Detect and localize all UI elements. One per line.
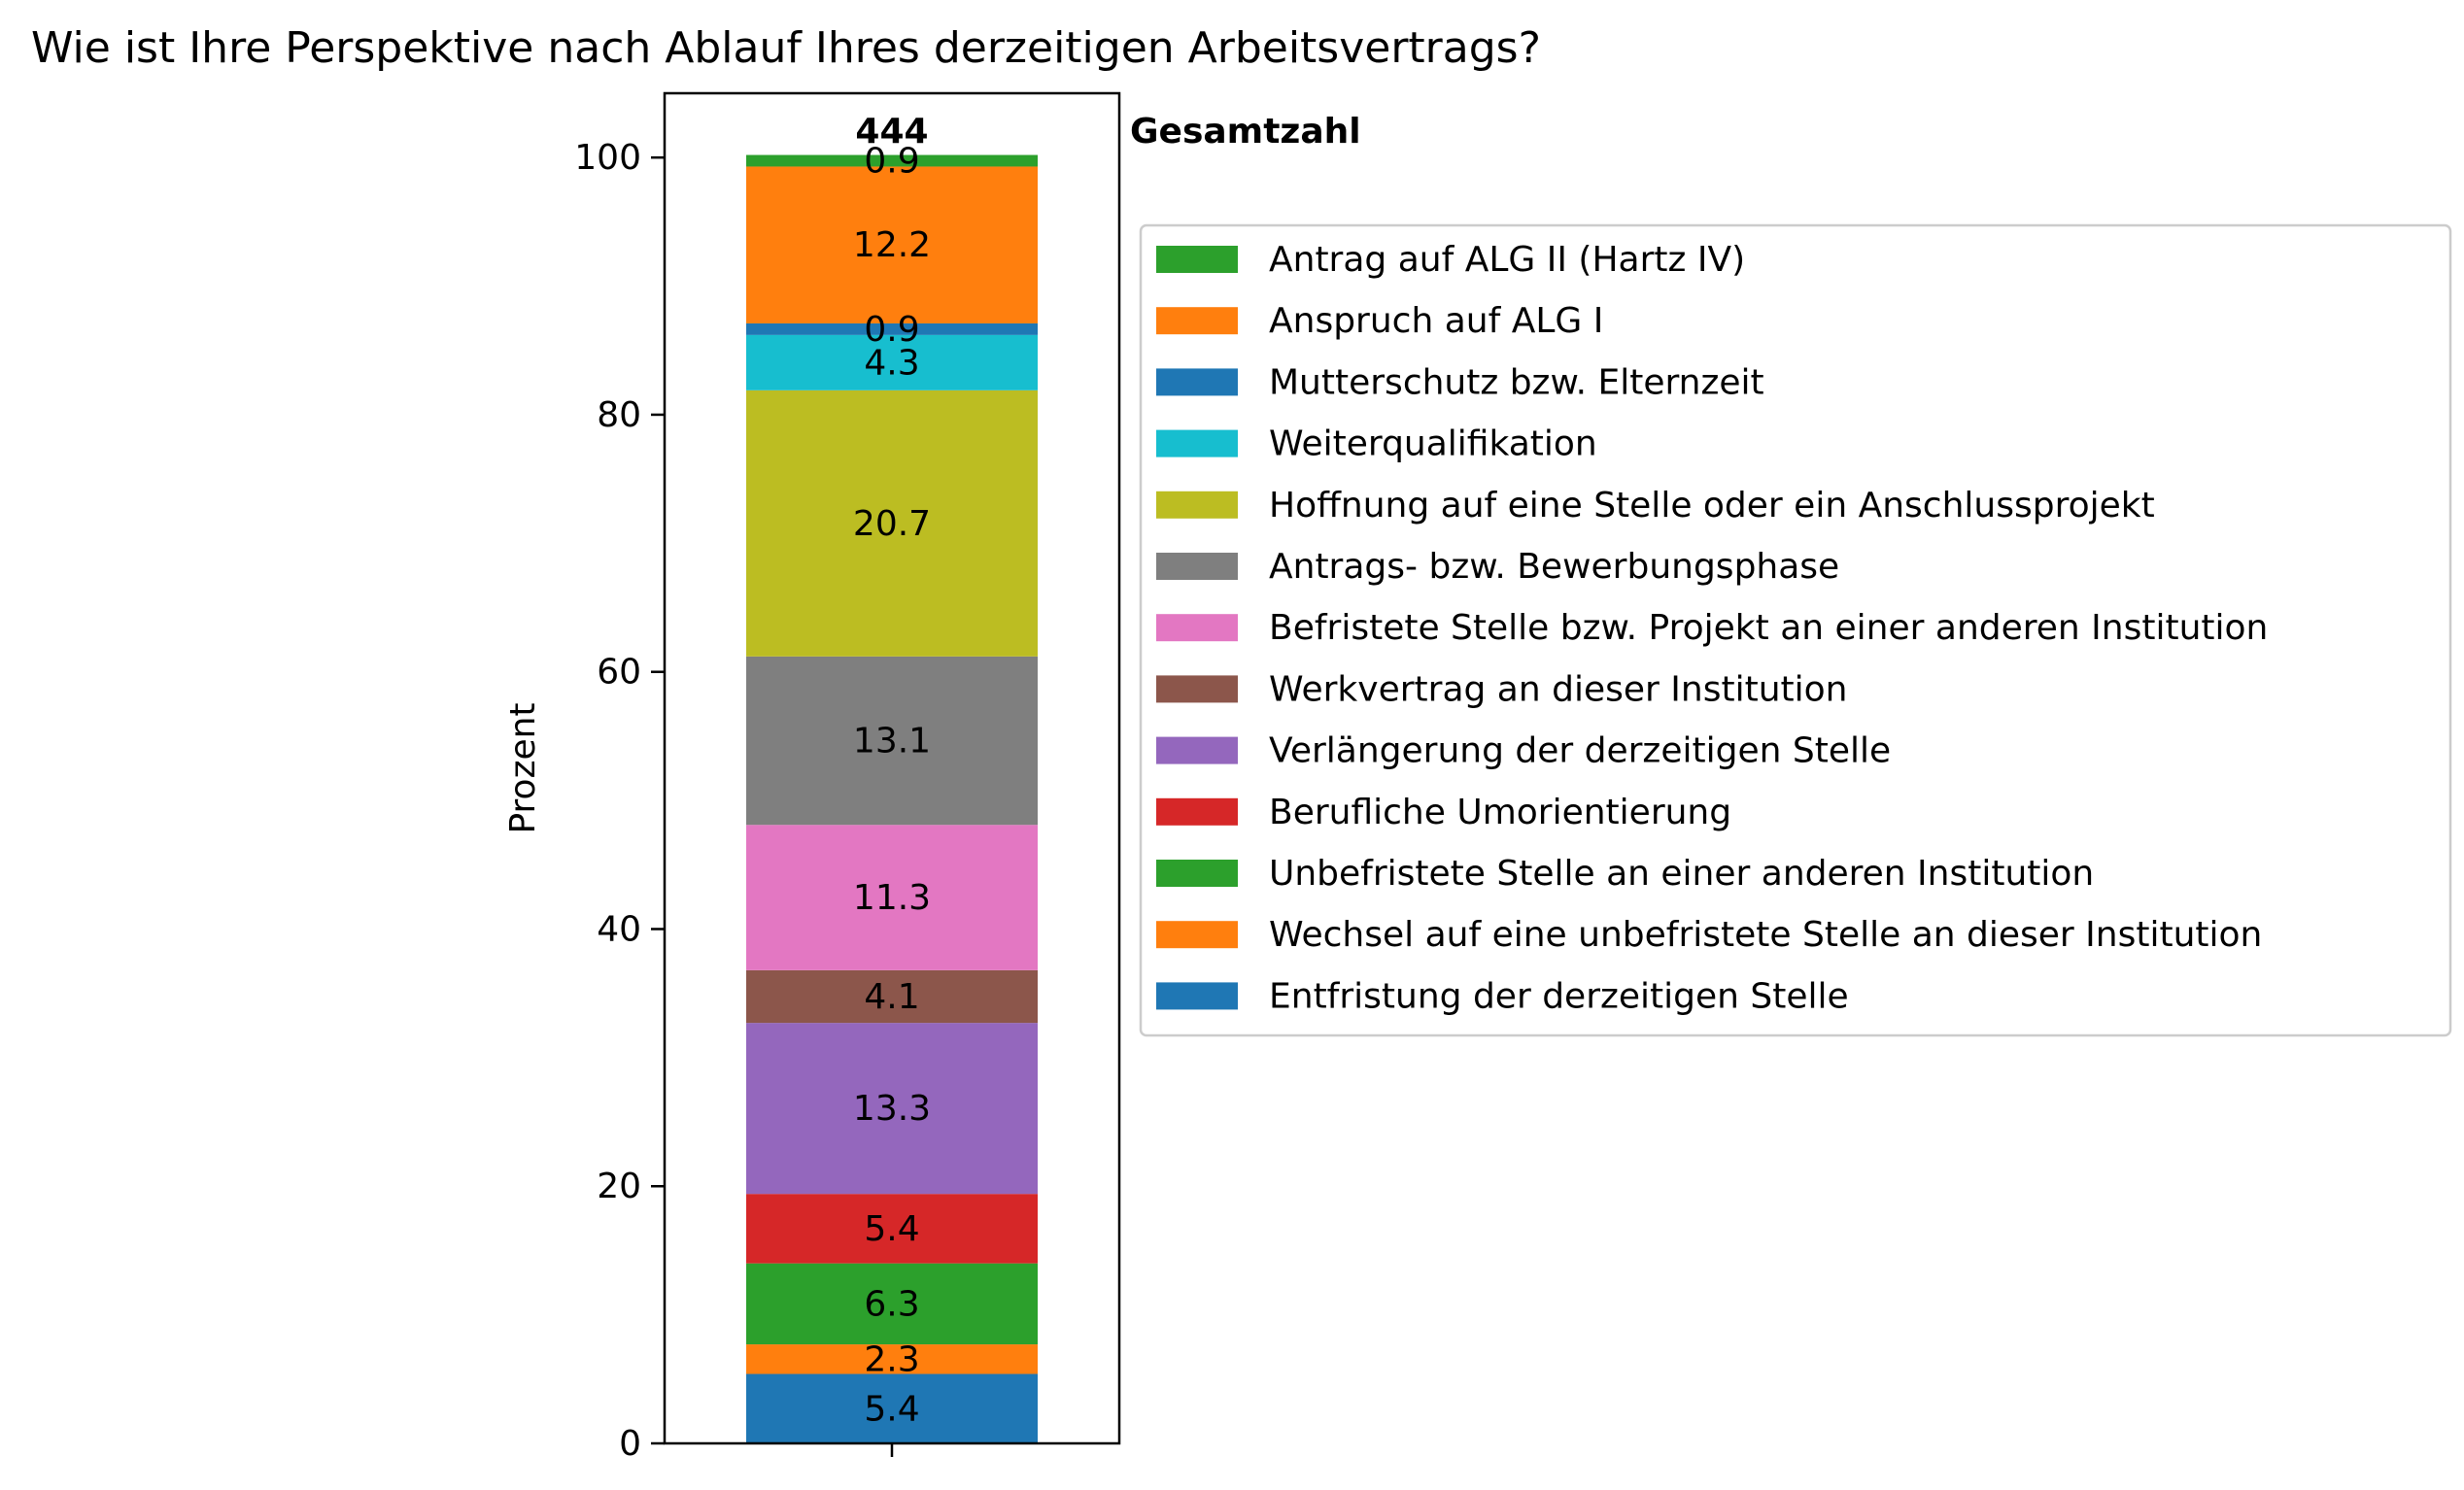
y-tick-label: 60 bbox=[597, 653, 641, 693]
bar-value-label: 5.4 bbox=[864, 1389, 919, 1429]
legend-swatch bbox=[1156, 429, 1238, 457]
bar-segment bbox=[746, 334, 1038, 390]
bar-value-label: 13.1 bbox=[853, 722, 931, 762]
bar-segment bbox=[746, 322, 1038, 335]
legend-entry: Anspruch auf ALG I bbox=[1269, 301, 1603, 341]
bar-value-label: 6.3 bbox=[864, 1284, 919, 1324]
legend-entry: Mutterschutz bzw. Elternzeit bbox=[1269, 362, 1764, 402]
bar-value-label: 12.2 bbox=[853, 225, 931, 265]
legend-swatch bbox=[1156, 614, 1238, 642]
y-tick-label: 20 bbox=[597, 1167, 641, 1206]
legend-entry: Verlängerung der derzeitigen Stelle bbox=[1269, 731, 1891, 771]
legend-swatch bbox=[1156, 553, 1238, 580]
legend-swatch bbox=[1156, 982, 1238, 1010]
bar-segment bbox=[746, 969, 1038, 1024]
bar-value-label: 2.3 bbox=[864, 1339, 919, 1379]
legend-entry: Befristete Stelle bzw. Projekt an einer … bbox=[1269, 608, 2268, 648]
legend-swatch bbox=[1156, 246, 1238, 273]
legend-swatch bbox=[1156, 675, 1238, 703]
bar-segment bbox=[746, 1023, 1038, 1195]
legend: Antrag auf ALG II (Hartz IV) Anspruch auf… bbox=[1139, 223, 2452, 1037]
legend-swatch bbox=[1156, 307, 1238, 335]
bar-segment bbox=[746, 825, 1038, 970]
legend-entry: Werkvertrag an dieser Institution bbox=[1269, 669, 1847, 709]
total-count-value: 444 bbox=[855, 112, 928, 152]
bar-segment bbox=[746, 389, 1038, 657]
y-tick-label: 40 bbox=[597, 909, 641, 949]
bar-value-label: 5.4 bbox=[864, 1209, 919, 1249]
total-count-label: Gesamtzahl bbox=[1130, 112, 1361, 152]
legend-entry: Antrag auf ALG II (Hartz IV) bbox=[1269, 240, 1745, 280]
stacked-bar: 5.42.36.35.413.34.111.313.120.74.30.912.… bbox=[746, 142, 1038, 1443]
legend-entry: Antrags- bzw. Bewerbungsphase bbox=[1269, 547, 1839, 587]
bar-value-label: 13.3 bbox=[853, 1089, 931, 1129]
y-tick-label: 100 bbox=[574, 138, 641, 178]
legend-entry: Wechsel auf eine unbefristete Stelle an … bbox=[1269, 915, 2262, 955]
y-axis: 0 20 40 60 80 100 bbox=[574, 138, 665, 1464]
bar-segment bbox=[746, 1344, 1038, 1374]
bar-value-label: 0.9 bbox=[864, 310, 919, 350]
legend-entry: Weiterqualifikation bbox=[1269, 424, 1597, 464]
bar-segment bbox=[746, 166, 1038, 323]
legend-entry: Unbefristete Stelle an einer anderen Ins… bbox=[1269, 854, 2094, 894]
legend-entry: Entfristung der derzeitigen Stelle bbox=[1269, 976, 1849, 1016]
y-tick-label: 0 bbox=[619, 1424, 641, 1464]
chart-title: Wie ist Ihre Perspektive nach Ablauf Ihr… bbox=[31, 23, 1541, 73]
y-tick-label: 80 bbox=[597, 395, 641, 435]
legend-swatch bbox=[1156, 797, 1238, 826]
legend-swatch bbox=[1156, 368, 1238, 396]
legend-swatch bbox=[1156, 921, 1238, 949]
bar-value-label: 4.3 bbox=[864, 343, 919, 383]
bar-segment bbox=[746, 1263, 1038, 1345]
legend-entry: Hoffnung auf eine Stelle oder ein Anschl… bbox=[1269, 486, 2155, 525]
bar-segment bbox=[746, 1373, 1038, 1443]
bar-value-label: 11.3 bbox=[853, 878, 931, 918]
legend-frame bbox=[1139, 223, 2452, 1037]
bar-value-label: 4.1 bbox=[864, 977, 919, 1017]
y-axis-label: Prozent bbox=[503, 702, 543, 833]
legend-swatch bbox=[1156, 736, 1238, 764]
bar-value-label: 0.9 bbox=[864, 142, 919, 182]
bar-segment bbox=[746, 656, 1038, 826]
legend-swatch bbox=[1156, 491, 1238, 519]
legend-swatch bbox=[1156, 860, 1238, 887]
bar-value-label: 20.7 bbox=[853, 504, 931, 544]
bar-segment bbox=[746, 154, 1038, 167]
bar-segment bbox=[746, 1194, 1038, 1264]
legend-entry: Berufliche Umorientierung bbox=[1269, 793, 1731, 832]
